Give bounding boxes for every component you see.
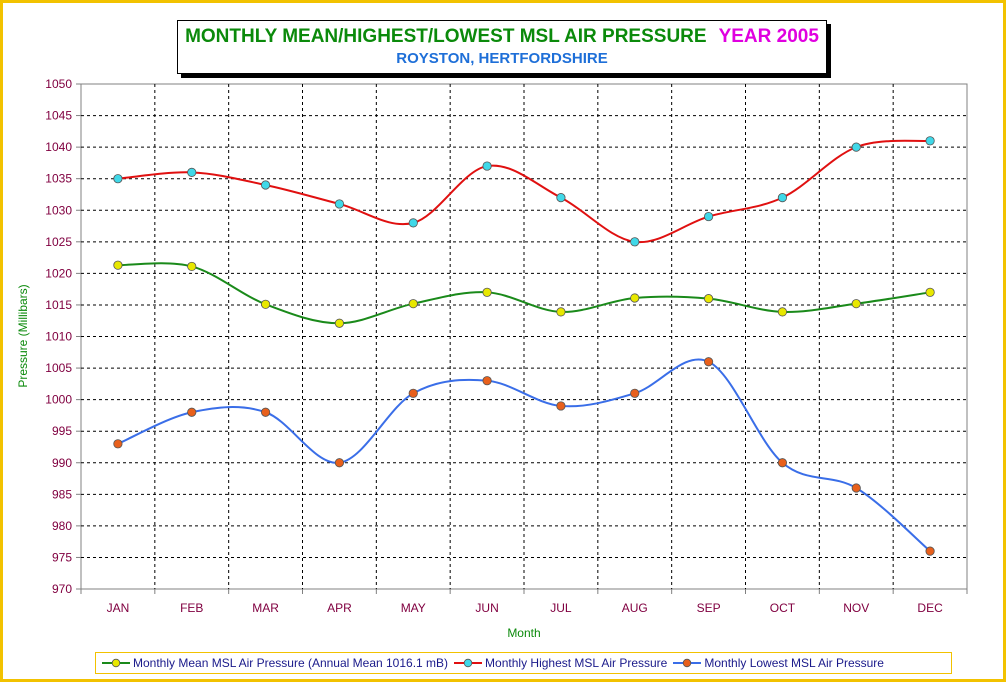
x-tick-label: MAY xyxy=(401,601,426,615)
y-tick-label: 1045 xyxy=(45,109,72,123)
data-point-mean xyxy=(556,307,566,317)
y-tick-label: 1040 xyxy=(45,140,72,154)
data-point-lowest xyxy=(851,483,861,493)
series-highest xyxy=(113,136,935,247)
data-point-lowest xyxy=(260,407,271,417)
x-tick-label: MAR xyxy=(252,601,279,615)
legend-item-lowest: Monthly Lowest MSL Air Pressure xyxy=(673,656,884,670)
data-point-mean xyxy=(630,293,640,303)
y-tick-label: 1050 xyxy=(45,77,72,91)
y-tick-label: 980 xyxy=(52,519,72,533)
legend-swatch-mean xyxy=(102,658,130,668)
data-point-lowest xyxy=(113,439,123,449)
data-point-highest xyxy=(777,193,788,203)
data-point-mean xyxy=(925,287,935,297)
data-point-mean xyxy=(260,299,271,309)
legend-item-mean: Monthly Mean MSL Air Pressure (Annual Me… xyxy=(102,656,448,670)
chart-title-box: MONTHLY MEAN/HIGHEST/LOWEST MSL AIR PRES… xyxy=(177,20,827,74)
data-point-lowest xyxy=(334,458,345,468)
data-point-highest xyxy=(408,218,418,228)
data-point-highest xyxy=(703,211,714,222)
x-tick-label: SEP xyxy=(697,601,721,615)
data-point-highest xyxy=(630,237,640,247)
data-point-highest xyxy=(556,193,566,203)
data-point-highest xyxy=(187,167,197,177)
y-tick-label: 1025 xyxy=(45,235,72,249)
data-point-lowest xyxy=(187,407,197,417)
x-tick-label: JUN xyxy=(475,601,498,615)
y-tick-label: 995 xyxy=(52,424,72,438)
y-tick-label: 975 xyxy=(52,550,72,564)
data-point-mean xyxy=(334,318,345,328)
x-tick-label: FEB xyxy=(180,601,203,615)
data-point-highest xyxy=(925,136,935,146)
legend: Monthly Mean MSL Air Pressure (Annual Me… xyxy=(95,652,952,674)
data-point-lowest xyxy=(777,458,788,468)
y-tick-label: 1015 xyxy=(45,298,72,312)
y-tick-label: 1010 xyxy=(45,330,72,344)
x-tick-label: NOV xyxy=(843,601,869,615)
data-point-highest xyxy=(113,174,123,184)
data-point-mean xyxy=(408,299,418,309)
x-tick-label: JAN xyxy=(107,601,130,615)
data-point-highest xyxy=(851,142,861,152)
data-point-mean xyxy=(777,307,788,317)
x-tick-label: DEC xyxy=(917,601,943,615)
chart-subtitle: ROYSTON, HERTFORDSHIRE xyxy=(396,50,608,67)
data-point-lowest xyxy=(630,388,640,398)
data-point-mean xyxy=(703,294,714,304)
legend-swatch-highest xyxy=(454,658,483,668)
data-point-lowest xyxy=(556,401,566,411)
y-tick-label: 1000 xyxy=(45,393,72,407)
data-point-mean xyxy=(187,261,197,272)
legend-item-highest: Monthly Highest MSL Air Pressure xyxy=(454,656,667,670)
x-tick-label: OCT xyxy=(770,601,796,615)
legend-swatch-lowest xyxy=(673,658,702,668)
y-tick-label: 1035 xyxy=(45,172,72,186)
data-point-mean xyxy=(851,299,861,309)
x-tick-label: APR xyxy=(327,601,352,615)
y-tick-label: 970 xyxy=(52,582,72,596)
y-tick-label: 1020 xyxy=(45,266,72,280)
data-point-mean xyxy=(113,260,123,270)
y-axis-label: Pressure (Millibars) xyxy=(16,284,30,387)
x-axis-ticks: JAN FEB MAR APR MAY JUN JUL AUG SEP OCT NOV DEC xyxy=(80,589,968,615)
data-point-lowest xyxy=(703,357,714,367)
series-mean xyxy=(113,260,935,328)
data-point-lowest xyxy=(482,376,492,386)
gridlines xyxy=(81,84,967,589)
data-point-highest xyxy=(334,199,345,209)
legend-label-highest: Monthly Highest MSL Air Pressure xyxy=(485,656,668,670)
y-tick-label: 985 xyxy=(52,487,72,501)
series-lowest xyxy=(113,357,935,556)
series-line-mean xyxy=(117,262,931,325)
data-point-highest xyxy=(260,180,271,190)
data-point-lowest xyxy=(925,546,935,556)
x-axis-label: Month xyxy=(507,626,540,640)
data-point-lowest xyxy=(408,388,418,398)
y-axis-ticks: 970 975 980 985 990 995 1000 1005 1010 1015 1020 10… xyxy=(45,77,81,596)
legend-label-mean: Monthly Mean MSL Air Pressure (Annual Me… xyxy=(133,656,449,670)
data-point-highest xyxy=(482,161,492,171)
chart-year: YEAR 2005 xyxy=(718,26,819,47)
y-tick-label: 1005 xyxy=(45,361,72,375)
y-tick-label: 1030 xyxy=(45,203,72,217)
title-line: MONTHLY MEAN/HIGHEST/LOWEST MSL AIR PRES… xyxy=(178,26,826,48)
x-tick-label: AUG xyxy=(622,601,648,615)
data-point-mean xyxy=(482,287,492,297)
legend-label-lowest: Monthly Lowest MSL Air Pressure xyxy=(704,656,884,670)
chart-title: MONTHLY MEAN/HIGHEST/LOWEST MSL AIR PRES… xyxy=(185,26,707,47)
y-tick-label: 990 xyxy=(52,456,72,470)
x-tick-label: JUL xyxy=(550,601,572,615)
series-lines xyxy=(113,136,935,556)
